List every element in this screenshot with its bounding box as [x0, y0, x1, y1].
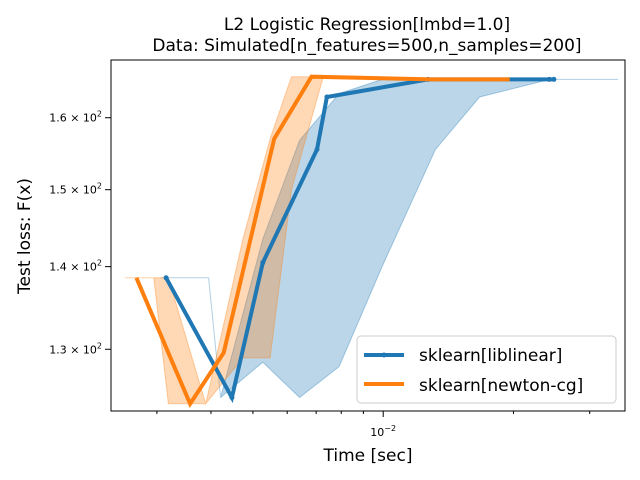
data-point-liblinear [163, 275, 169, 281]
y-axis: 1.3 × 102 1.4 × 102 1.5 × 102 1.6 × 102 [49, 110, 111, 356]
y-tick-label: 1.6 × 102 [49, 110, 102, 125]
y-tick-label: 1.3 × 102 [49, 341, 102, 356]
axes-frame [110, 59, 626, 412]
data-point-liblinear [229, 395, 235, 400]
legend-label-liblinear: sklearn[liblinear] [419, 346, 562, 366]
data-point-liblinear [546, 76, 552, 82]
x-tick-label: 10−2 [370, 424, 396, 439]
series-line-newton-cg [134, 74, 510, 409]
chart-title: L2 Logistic Regression[lmbd=1.0] [224, 15, 510, 35]
y-tick-label: 1.4 × 102 [49, 259, 102, 274]
confidence-bands [124, 76, 619, 406]
series-line-liblinear [164, 77, 554, 404]
legend: sklearn[liblinear] sklearn[newton-cg] [356, 335, 617, 404]
chart-subtitle: Data: Simulated[n_features=500,n_samples… [152, 36, 581, 56]
legend-marker-liblinear [381, 352, 387, 358]
plot-area [110, 59, 626, 412]
band-newton-cg [124, 76, 510, 406]
data-point-liblinear [551, 76, 557, 82]
y-axis-label: Test loss: F(x) [15, 178, 35, 295]
legend-label-newton-cg: sklearn[newton-cg] [419, 376, 583, 396]
data-point-liblinear [314, 147, 320, 152]
band-liblinear [160, 78, 619, 399]
x-axis-label: Time [sec] [323, 446, 413, 466]
series-lines [134, 74, 557, 409]
y-tick-label: 1.5 × 102 [49, 182, 102, 197]
data-point-liblinear [324, 94, 330, 100]
data-point-liblinear [260, 260, 266, 266]
x-axis: 10−2 [156, 411, 591, 439]
legend-box [356, 335, 617, 404]
